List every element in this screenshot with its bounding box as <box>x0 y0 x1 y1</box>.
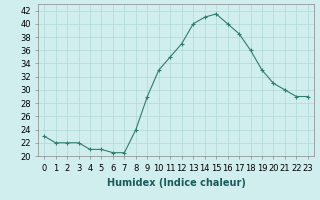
X-axis label: Humidex (Indice chaleur): Humidex (Indice chaleur) <box>107 178 245 188</box>
